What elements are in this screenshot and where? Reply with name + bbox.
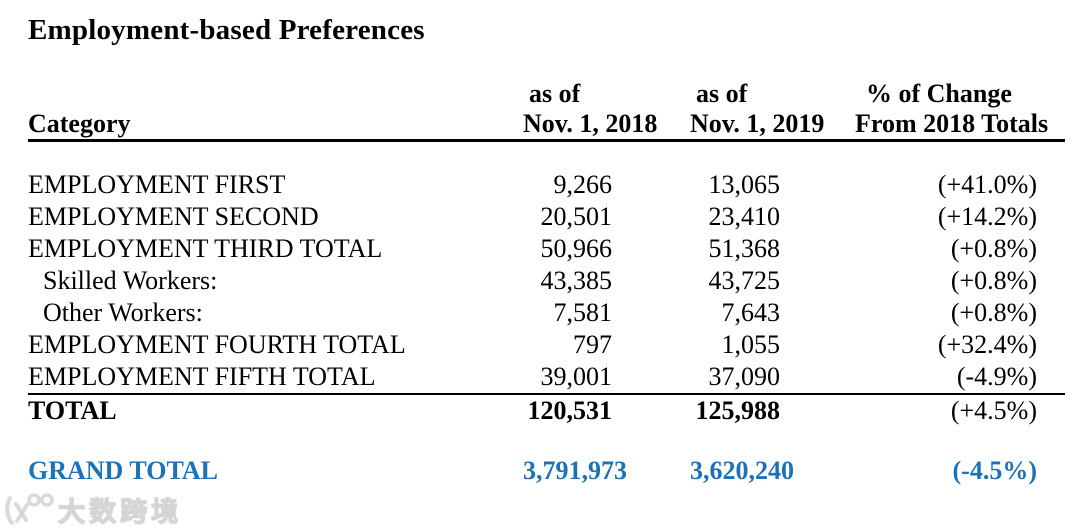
change-cell: (+0.8%) bbox=[950, 297, 1037, 327]
table-row: EMPLOYMENT SECOND 20,501 23,410 (+14.2%) bbox=[28, 201, 1065, 233]
category-cell: TOTAL bbox=[28, 395, 117, 425]
watermark-logo-icon bbox=[5, 493, 54, 525]
table-row: Skilled Workers: 43,385 43,725 (+0.8%) bbox=[28, 265, 1065, 297]
value-2019-cell: 51,368 bbox=[708, 233, 781, 263]
change-cell: (+0.8%) bbox=[950, 265, 1037, 295]
category-cell: EMPLOYMENT FIFTH TOTAL bbox=[28, 360, 523, 395]
value-2018-cell: 120,531 bbox=[527, 395, 613, 425]
change-cell: (+4.5%) bbox=[950, 395, 1037, 425]
header-2019: as of Nov. 1, 2019 bbox=[690, 79, 855, 142]
category-cell: EMPLOYMENT SECOND bbox=[28, 201, 319, 231]
table-row: EMPLOYMENT FOURTH TOTAL 797 1,055 (+32.4… bbox=[28, 329, 1065, 361]
value-2018-cell: 7,581 bbox=[553, 297, 613, 327]
value-2019-cell: 3,620,240 bbox=[690, 455, 794, 485]
table-row: Other Workers: 7,581 7,643 (+0.8%) bbox=[28, 297, 1065, 329]
header-change: % of Change From 2018 Totals bbox=[855, 79, 1065, 142]
table-row: EMPLOYMENT FIRST 9,266 13,065 (+41.0%) bbox=[28, 169, 1065, 201]
change-cell: (-4.5%) bbox=[952, 455, 1037, 485]
page-title: Employment-based Preferences bbox=[28, 14, 425, 46]
table-row: EMPLOYMENT FIFTH TOTAL 39,001 37,090 (-4… bbox=[28, 360, 1065, 395]
change-cell: (+14.2%) bbox=[937, 201, 1037, 231]
value-2019-cell: 43,725 bbox=[708, 265, 781, 295]
value-2019-cell: 13,065 bbox=[708, 169, 781, 199]
category-cell: Other Workers: bbox=[43, 297, 203, 327]
category-cell: EMPLOYMENT FOURTH TOTAL bbox=[28, 329, 406, 359]
total-row: TOTAL 120,531 125,988 (+4.5%) bbox=[28, 394, 1065, 427]
value-2019-cell: 37,090 bbox=[690, 360, 855, 395]
category-cell: GRAND TOTAL bbox=[28, 455, 218, 485]
table-header: Category as of Nov. 1, 2018 as of Nov. 1… bbox=[28, 79, 1065, 142]
value-2018-cell: 9,266 bbox=[553, 169, 613, 199]
value-2019-cell: 125,988 bbox=[695, 395, 781, 425]
value-2018-cell: 797 bbox=[573, 329, 612, 359]
spacer-row bbox=[28, 141, 1065, 169]
spacer-row bbox=[28, 427, 1065, 455]
category-cell: EMPLOYMENT FIRST bbox=[28, 169, 286, 199]
value-2018-cell: 20,501 bbox=[540, 201, 613, 231]
grand-total-row: GRAND TOTAL 3,791,973 3,620,240 (-4.5%) bbox=[28, 455, 1065, 487]
header-category-label: Category bbox=[28, 109, 131, 138]
category-cell: EMPLOYMENT THIRD TOTAL bbox=[28, 233, 383, 263]
header-category: Category bbox=[28, 79, 523, 142]
category-cell: Skilled Workers: bbox=[43, 265, 218, 295]
value-2019-cell: 23,410 bbox=[708, 201, 781, 231]
table-row: EMPLOYMENT THIRD TOTAL 50,966 51,368 (+0… bbox=[28, 233, 1065, 265]
change-cell: (+32.4%) bbox=[937, 329, 1037, 359]
change-cell: (+0.8%) bbox=[950, 233, 1037, 263]
value-2018-cell: 43,385 bbox=[540, 265, 613, 295]
value-2019-cell: 1,055 bbox=[721, 329, 781, 359]
value-2018-cell: 3,791,973 bbox=[523, 455, 627, 485]
change-cell: (+41.0%) bbox=[937, 169, 1037, 199]
watermark-text: 大数跨境 bbox=[57, 496, 182, 528]
change-cell: (-4.9%) bbox=[855, 360, 1065, 395]
watermark: 大数跨境 bbox=[2, 491, 182, 528]
value-2018-cell: 50,966 bbox=[540, 233, 613, 263]
document-page: Employment-based Preferences Category as… bbox=[0, 14, 1080, 528]
header-2018: as of Nov. 1, 2018 bbox=[523, 79, 690, 142]
value-2019-cell: 7,643 bbox=[721, 297, 781, 327]
preferences-table: Category as of Nov. 1, 2018 as of Nov. 1… bbox=[28, 79, 1065, 487]
value-2018-cell: 39,001 bbox=[523, 360, 690, 395]
